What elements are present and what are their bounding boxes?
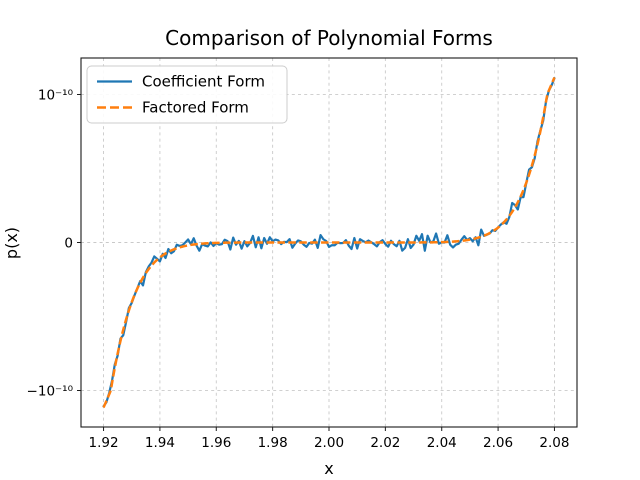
x-tick-label: 2.02 (370, 435, 400, 451)
x-tick-label: 1.92 (89, 435, 119, 451)
x-tick-label: 1.96 (201, 435, 231, 451)
x-tick-label: 2.06 (483, 435, 513, 451)
y-tick-label: 0 (64, 235, 73, 251)
axis-ticks: 1.92 1.94 1.96 1.98 2.00 2.02 2.04 2.06 2.08 10⁻¹… (27, 87, 570, 451)
x-tick-label: 2.08 (539, 435, 569, 451)
legend-label-factored-form: Factored Form (142, 99, 249, 117)
legend-frame (86, 65, 288, 124)
chart-title: Comparison of Polynomial Forms (165, 26, 493, 50)
legend: Coefficient Form Factored Form (86, 65, 288, 124)
factored-form-line (102, 76, 556, 409)
x-tick-label: 1.94 (145, 435, 175, 451)
x-tick-label: 2.04 (427, 435, 457, 451)
x-tick-label: 2.00 (314, 435, 344, 451)
x-axis-label: x (324, 459, 333, 478)
y-tick-label: −10⁻¹⁰ (27, 383, 73, 399)
coefficient-form-line (102, 77, 556, 408)
plot-area (102, 76, 556, 409)
legend-label-coefficient-form: Coefficient Form (142, 73, 265, 91)
x-tick-label: 1.98 (258, 435, 288, 451)
y-tick-label: 10⁻¹⁰ (38, 87, 73, 103)
y-axis-label: p(x) (2, 227, 21, 259)
